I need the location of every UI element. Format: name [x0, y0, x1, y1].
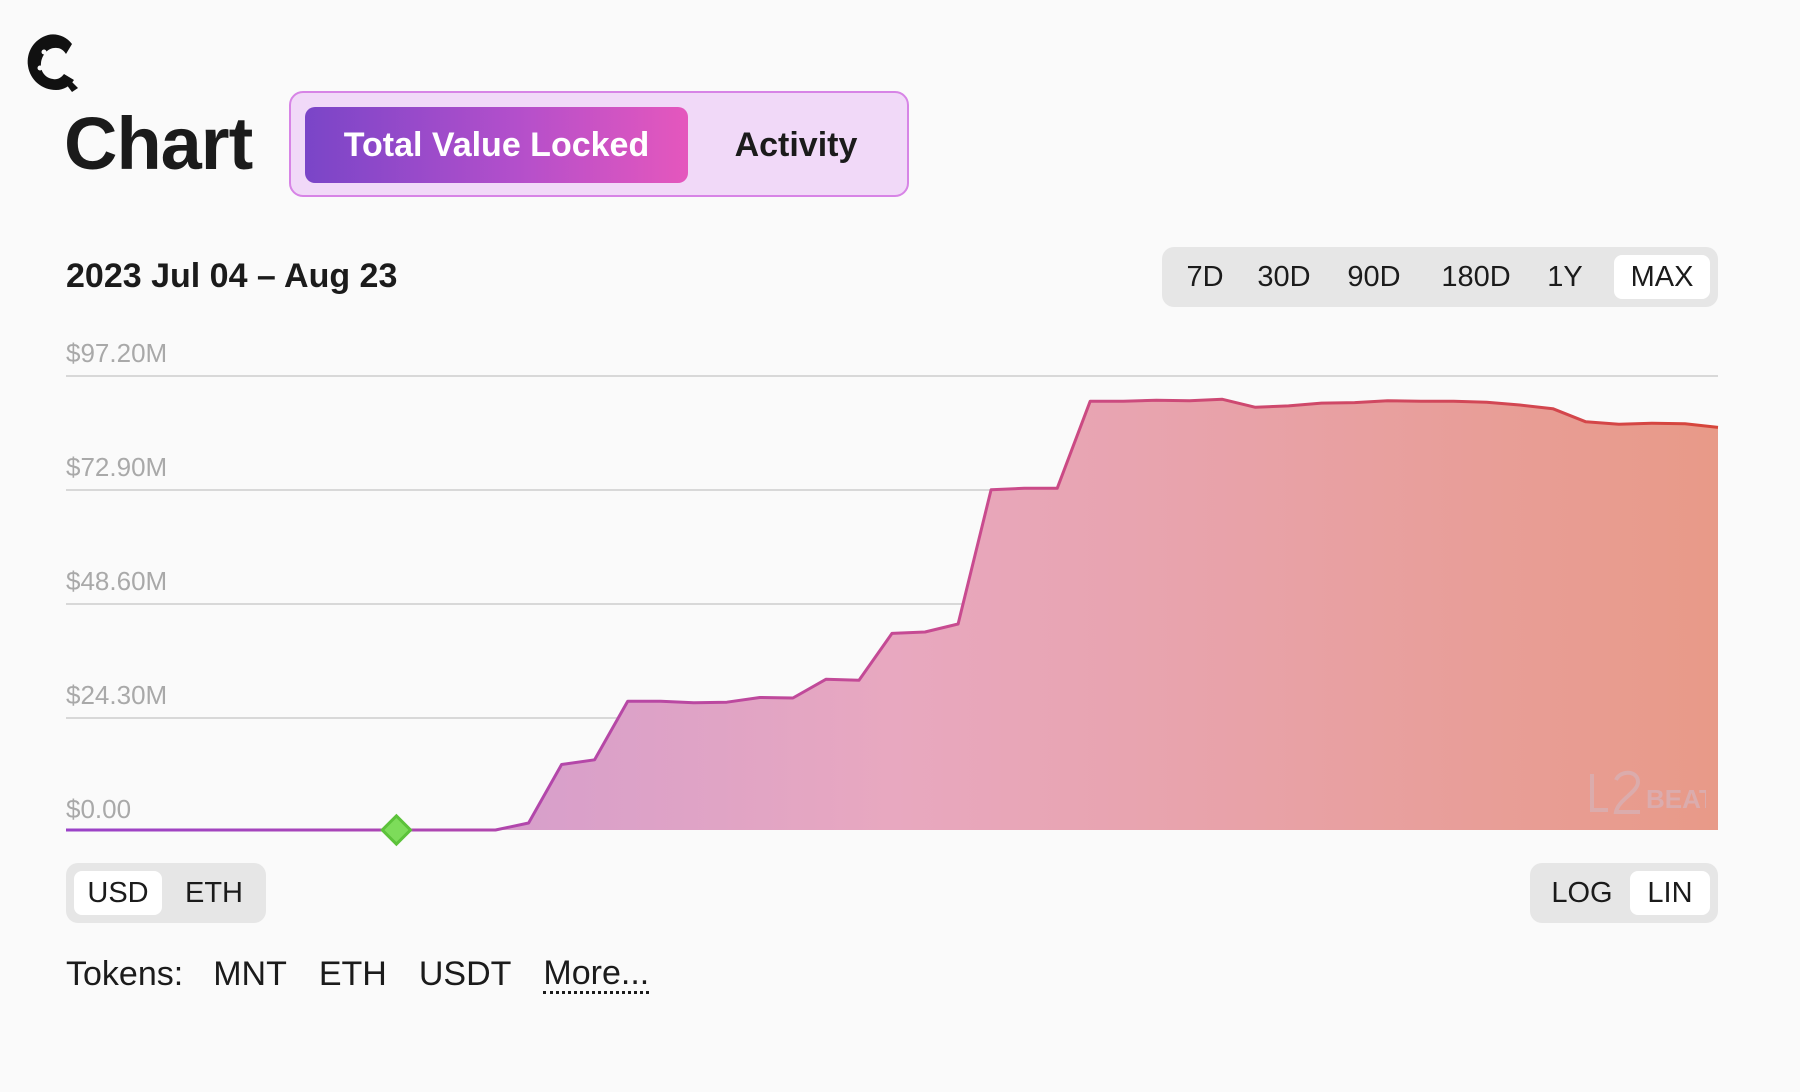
token-eth[interactable]: ETH — [318, 954, 387, 993]
y-tick-label: $24.30M — [66, 680, 168, 710]
y-tick-label: $97.20M — [66, 338, 168, 368]
tokens-row: Tokens: MNT ETH USDT More... — [66, 952, 650, 996]
date-range: 2023 Jul 04 – Aug 23 — [66, 257, 398, 295]
chart-series-line — [66, 397, 1719, 832]
currency-eth-button[interactable]: ETH — [185, 877, 243, 909]
range-button-1y[interactable]: 1Y — [1547, 261, 1583, 293]
tvl-area-chart[interactable] — [66, 390, 1719, 847]
gridline — [66, 375, 1718, 377]
gridline — [66, 603, 1718, 605]
currency-usd-button[interactable]: USD — [74, 871, 162, 915]
chart-type-tabs: Total Value Locked Activity — [289, 91, 909, 197]
tab-activity[interactable]: Activity — [734, 126, 858, 164]
token-usdt[interactable]: USDT — [418, 954, 512, 993]
tokens-label: Tokens: — [66, 954, 184, 993]
y-tick-label: $0.00 — [66, 794, 132, 824]
range-button-7d[interactable]: 7D — [1186, 261, 1224, 293]
gridline — [66, 489, 1718, 491]
scale-toggle: LOG LIN — [1530, 863, 1718, 923]
l2beat-watermark-icon: BEAT — [1590, 770, 1706, 814]
time-range-selector: 7D 30D 90D 180D 1Y MAX — [1162, 247, 1718, 307]
range-button-90d[interactable]: 90D — [1347, 261, 1401, 293]
svg-text:BEAT: BEAT — [1646, 784, 1706, 814]
y-tick-label: $48.60M — [66, 566, 168, 596]
page-title: Chart — [64, 102, 253, 185]
y-tick-label: $72.90M — [66, 452, 168, 482]
scale-log-button[interactable]: LOG — [1551, 877, 1613, 909]
site-logo-icon[interactable] — [22, 30, 82, 94]
range-button-180d[interactable]: 180D — [1441, 261, 1511, 293]
tab-total-value-locked[interactable]: Total Value Locked — [305, 107, 688, 183]
scale-lin-button[interactable]: LIN — [1630, 871, 1710, 915]
chart-area-fill — [66, 399, 1718, 830]
more-tokens-link[interactable]: More... — [543, 953, 650, 994]
range-button-30d[interactable]: 30D — [1257, 261, 1311, 293]
currency-toggle: USD ETH — [66, 863, 266, 923]
event-marker[interactable] — [380, 813, 413, 847]
token-mnt[interactable]: MNT — [213, 954, 287, 993]
range-button-max[interactable]: MAX — [1614, 255, 1710, 299]
